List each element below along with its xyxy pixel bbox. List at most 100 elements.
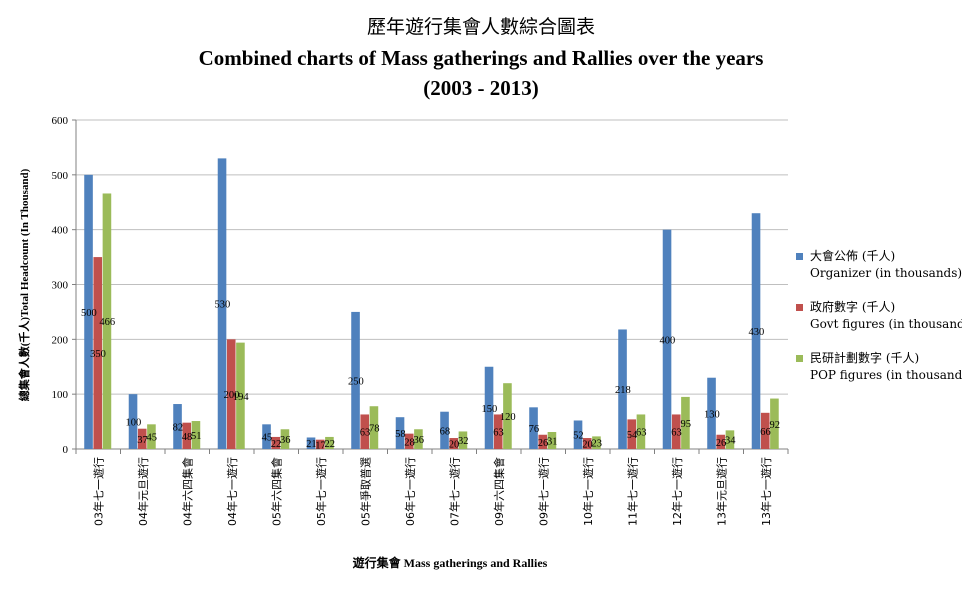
data-label-1-9: 63: [493, 428, 504, 439]
x-tick-label: 05年七一遊行: [314, 457, 328, 526]
data-label-2-0: 466: [99, 317, 115, 328]
data-label-1-13: 63: [671, 428, 682, 439]
x-tick-label: 10年七一遊行: [581, 457, 595, 526]
x-tick-label: 13年七一遊行: [759, 457, 773, 526]
bar-2-8: [458, 431, 468, 449]
bar-1-3: [226, 339, 236, 449]
data-label-2-3: 194: [233, 392, 250, 403]
bar-0-1: [128, 394, 138, 449]
legend-swatch-pop: [796, 355, 803, 362]
data-label-1-6: 63: [360, 428, 371, 439]
legend-swatch-govt: [796, 304, 803, 311]
x-tick-label: 04年七一遊行: [225, 457, 239, 526]
bar-1-15: [760, 412, 770, 449]
data-label-0-5: 21: [306, 439, 317, 450]
data-label-1-8: 20: [449, 440, 460, 451]
data-label-1-0: 350: [90, 349, 106, 360]
data-label-1-5: 17: [315, 440, 326, 451]
data-label-0-1: 100: [125, 418, 141, 429]
data-label-2-5: 22: [324, 439, 335, 450]
y-tick-label: 0: [63, 444, 69, 456]
data-label-0-2: 82: [173, 423, 184, 434]
x-tick-label: 05年六四集會: [269, 457, 283, 526]
bar-1-4: [271, 436, 281, 449]
data-label-2-14: 34: [725, 436, 736, 447]
bar-2-4: [280, 429, 290, 449]
data-label-0-14: 130: [704, 409, 720, 420]
bar-1-0: [93, 257, 103, 449]
bar-0-11: [573, 420, 583, 449]
y-tick-label: 400: [52, 225, 69, 237]
data-label-1-3: 200: [224, 390, 240, 401]
data-label-2-15: 92: [769, 420, 780, 431]
y-tick-label: 500: [52, 170, 69, 182]
data-label-0-7: 58: [395, 429, 406, 440]
bar-1-13: [671, 414, 681, 449]
bar-0-10: [529, 407, 538, 449]
bar-0-8: [440, 411, 449, 449]
bar-0-15: [751, 213, 761, 449]
bar-2-2: [191, 421, 201, 449]
bar-1-14: [716, 434, 726, 449]
data-label-1-11: 20: [582, 440, 593, 451]
bar-2-9: [503, 383, 512, 449]
data-label-2-12: 63: [636, 428, 647, 439]
y-tick-label: 300: [52, 280, 69, 292]
x-tick-label: 09年六四集會: [492, 457, 506, 526]
data-label-2-10: 31: [547, 437, 558, 448]
data-label-1-12: 54: [627, 430, 638, 441]
legend-label-govt-en: Govt figures (in thousands): [810, 317, 962, 331]
legend: 大會公佈 (千人) Organizer (in thousands) 政府數字 …: [796, 248, 962, 401]
data-label-0-10: 76: [529, 424, 540, 435]
bar-1-1: [137, 428, 147, 449]
data-label-0-15: 430: [748, 327, 764, 338]
chart-title-chinese: 歷年遊行集會人數綜合圖表: [366, 16, 595, 38]
bar-0-9: [484, 366, 494, 449]
bar-2-13: [681, 396, 690, 449]
bar-0-5: [306, 437, 316, 449]
data-label-1-4: 22: [271, 439, 282, 450]
data-label-1-7: 28: [404, 437, 415, 448]
legend-item-govt: 政府數字 (千人) Govt figures (in thousands): [796, 299, 962, 333]
legend-swatch-organizer: [796, 253, 803, 260]
y-tick-label: 600: [52, 115, 69, 127]
data-label-0-13: 400: [659, 335, 675, 346]
legend-label-govt-zh: 政府數字 (千人): [810, 300, 896, 314]
data-label-0-9: 150: [481, 404, 497, 415]
bar-2-12: [636, 414, 646, 449]
bar-2-15: [770, 398, 779, 449]
bar-2-7: [414, 429, 423, 449]
data-label-2-6: 78: [369, 424, 380, 435]
data-label-2-7: 36: [413, 435, 424, 446]
data-label-1-14: 26: [716, 438, 727, 449]
x-tick-label: 13年元旦遊行: [714, 457, 728, 526]
bar-0-3: [217, 158, 227, 449]
x-tick-label: 03年七一遊行: [91, 457, 105, 526]
legend-item-pop: 民研計劃數字 (千人) POP figures (in thousands): [796, 350, 962, 384]
data-label-0-3: 530: [214, 300, 230, 311]
bar-0-14: [707, 377, 716, 449]
data-label-1-15: 66: [760, 427, 771, 438]
data-label-1-10: 26: [538, 438, 549, 449]
bar-2-0: [102, 193, 112, 449]
y-axis-title: 總集會人數(千人)Total Headcount (In Thousand): [19, 168, 31, 402]
bar-0-2: [173, 404, 182, 449]
data-label-0-8: 68: [440, 426, 451, 437]
x-tick-label: 07年七一遊行: [447, 457, 461, 526]
legend-label-organizer-en: Organizer (in thousands): [810, 266, 962, 280]
x-axis-title: 遊行集會 Mass gatherings and Rallies: [352, 556, 548, 570]
bar-1-11: [582, 438, 592, 449]
legend-label-pop-zh: 民研計劃數字 (千人): [810, 351, 920, 365]
y-tick-label: 200: [52, 334, 69, 346]
chart-title-years: (2003 - 2013): [423, 76, 539, 100]
x-tick-label: 04年六四集會: [180, 457, 194, 526]
legend-label-organizer-zh: 大會公佈 (千人): [810, 249, 896, 263]
x-tick-label: 04年元旦遊行: [136, 457, 150, 526]
bar-0-0: [84, 174, 93, 450]
bar-2-10: [547, 432, 557, 449]
bar-2-14: [725, 430, 735, 449]
legend-item-organizer: 大會公佈 (千人) Organizer (in thousands): [796, 248, 962, 282]
bar-1-6: [360, 414, 370, 449]
x-tick-label: 12年七一遊行: [670, 457, 684, 526]
